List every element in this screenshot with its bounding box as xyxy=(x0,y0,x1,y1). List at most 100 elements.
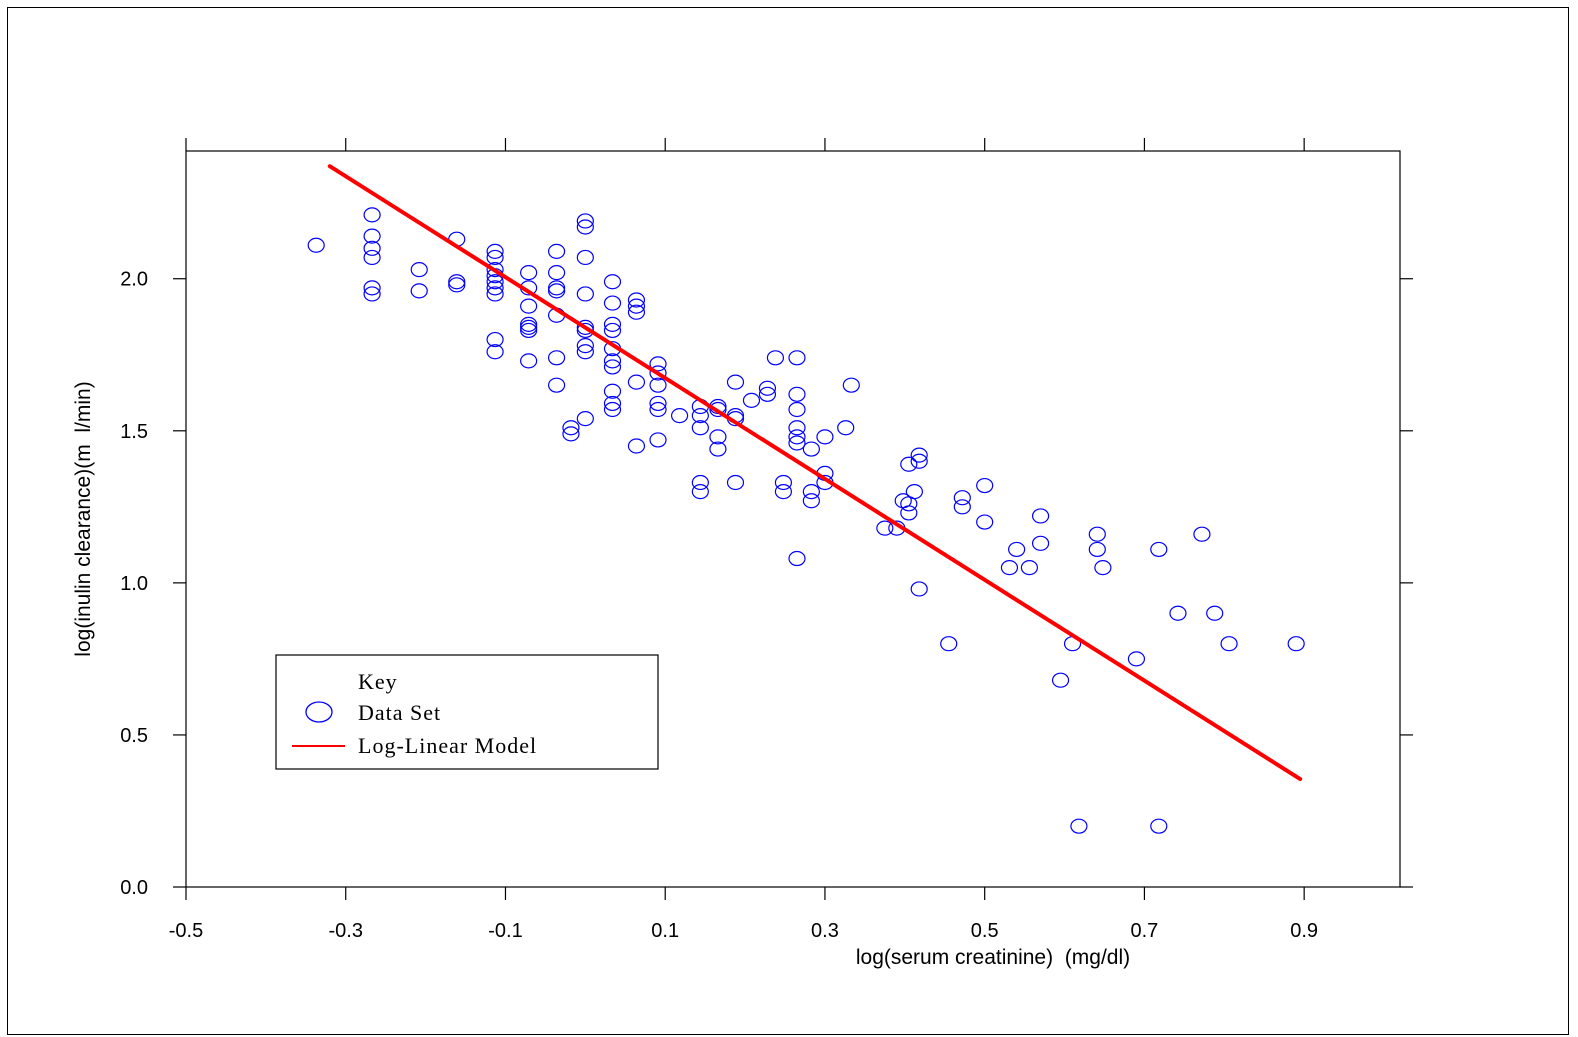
data-point xyxy=(953,499,971,515)
data-point xyxy=(547,350,566,366)
legend-data-label: Data Set xyxy=(358,700,441,725)
data-point xyxy=(486,262,504,278)
legend-data-marker xyxy=(305,701,333,723)
data-point xyxy=(627,292,646,308)
data-point xyxy=(837,420,855,436)
x-tick-label: 0.3 xyxy=(811,920,839,942)
data-point xyxy=(363,240,381,256)
data-point xyxy=(576,319,594,335)
data-point xyxy=(363,207,381,223)
data-point xyxy=(1169,605,1187,621)
y-tick-label: 0.5 xyxy=(120,725,148,747)
data-point xyxy=(627,298,646,314)
data-point xyxy=(1088,526,1106,542)
data-point xyxy=(816,429,834,445)
data-point xyxy=(627,438,646,454)
data-point xyxy=(802,493,820,509)
data-point xyxy=(627,374,646,390)
data-point xyxy=(562,426,580,442)
data-point xyxy=(547,280,566,296)
data-point xyxy=(670,407,689,424)
data-point xyxy=(842,377,860,393)
data-point xyxy=(486,331,504,348)
data-point xyxy=(486,243,504,259)
data-point xyxy=(576,213,594,229)
data-point xyxy=(486,344,504,360)
data-point xyxy=(448,274,466,290)
data-point xyxy=(603,359,622,375)
data-point xyxy=(649,377,667,393)
y-tick-label: 1.5 xyxy=(120,421,148,443)
legend: Key Data Set Log-Linear Model xyxy=(275,654,659,770)
data-point xyxy=(547,283,566,299)
data-point xyxy=(709,429,727,445)
data-point xyxy=(1206,605,1224,621)
data-point xyxy=(900,456,918,472)
data-point xyxy=(410,283,428,299)
data-point xyxy=(691,420,709,436)
data-point xyxy=(766,350,785,366)
data-point xyxy=(758,380,777,396)
data-point xyxy=(953,490,971,506)
data-point xyxy=(576,249,594,266)
data-point xyxy=(709,401,727,418)
data-point xyxy=(603,322,622,339)
data-point xyxy=(1287,636,1305,652)
data-point xyxy=(1094,560,1112,576)
data-point xyxy=(547,243,566,259)
data-point xyxy=(576,219,594,235)
data-point xyxy=(1031,535,1050,551)
data-point xyxy=(520,298,538,314)
data-point xyxy=(603,353,622,369)
data-point xyxy=(520,265,538,281)
data-point xyxy=(649,365,667,381)
x-tick-label: 0.5 xyxy=(971,920,999,942)
data-point xyxy=(448,277,466,293)
y-tick-label: 2.0 xyxy=(120,269,148,291)
plot-area xyxy=(185,150,1401,888)
data-point xyxy=(726,374,745,390)
data-point xyxy=(1070,818,1088,834)
data-point xyxy=(486,249,504,266)
x-axis-title: log(serum creatinine) (mg/dl) xyxy=(856,946,1130,969)
y-axis-title: log(inulin clearance)(m l/min) xyxy=(72,381,95,656)
data-point xyxy=(410,262,428,278)
data-point xyxy=(603,383,622,399)
y-tick-label: 1.0 xyxy=(120,573,148,595)
data-point xyxy=(910,447,928,463)
data-point xyxy=(788,435,806,451)
data-point xyxy=(691,474,709,491)
data-point xyxy=(940,636,958,652)
data-point xyxy=(520,319,538,335)
data-point xyxy=(486,286,504,302)
data-point xyxy=(649,432,667,448)
data-point xyxy=(1220,636,1238,652)
x-tick-label: -0.5 xyxy=(169,920,203,942)
data-point xyxy=(788,550,806,567)
data-point xyxy=(562,420,580,436)
data-point xyxy=(603,295,622,311)
legend-title: Key xyxy=(358,669,398,694)
x-tick-label: -0.1 xyxy=(488,920,522,942)
data-point xyxy=(649,395,667,412)
data-point xyxy=(758,386,777,402)
model-line-group xyxy=(327,164,1303,782)
data-point xyxy=(1150,541,1168,558)
chart-frame xyxy=(7,7,1569,1035)
data-point xyxy=(363,280,381,296)
x-tick-label: 0.9 xyxy=(1290,920,1318,942)
data-point xyxy=(774,474,793,491)
data-point xyxy=(788,350,806,366)
data-point xyxy=(547,265,566,281)
data-point xyxy=(774,484,793,500)
data-point xyxy=(576,411,594,427)
data-point xyxy=(576,344,594,360)
data-point xyxy=(788,386,806,402)
data-point xyxy=(709,441,727,457)
data-point xyxy=(547,377,566,393)
data-point xyxy=(603,316,622,332)
data-point xyxy=(649,401,667,418)
data-point xyxy=(649,356,667,372)
data-point xyxy=(603,274,622,290)
data-point xyxy=(910,581,928,597)
